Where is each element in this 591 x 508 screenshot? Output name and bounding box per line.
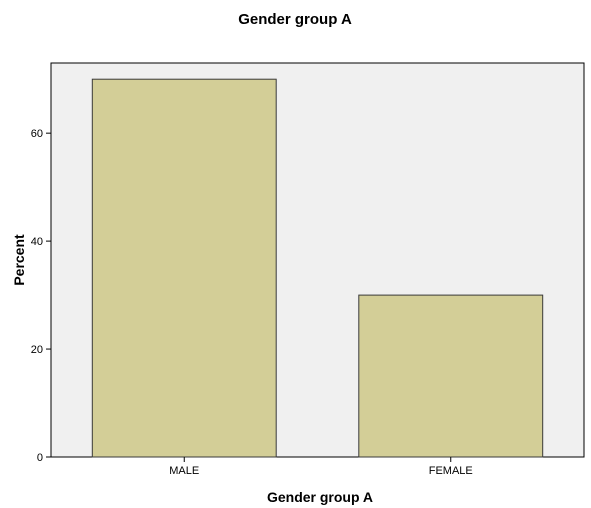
bar-male bbox=[91, 78, 277, 458]
y-tick-label: 40 bbox=[31, 236, 43, 248]
y-tick-label: 20 bbox=[31, 344, 43, 356]
bars-group bbox=[91, 78, 544, 458]
chart-title: Gender group A bbox=[238, 11, 352, 28]
x-axis-label: Gender group A bbox=[267, 489, 373, 505]
bar-female bbox=[358, 294, 544, 458]
y-axis-label: Percent bbox=[11, 234, 27, 286]
x-tick-label: FEMALE bbox=[429, 465, 473, 477]
y-axis: 0 20 40 60 bbox=[31, 128, 51, 464]
y-tick-label: 0 bbox=[37, 452, 43, 464]
x-axis: MALE FEMALE bbox=[169, 457, 473, 477]
y-tick-label: 60 bbox=[31, 128, 43, 140]
x-tick-label: MALE bbox=[169, 465, 199, 477]
